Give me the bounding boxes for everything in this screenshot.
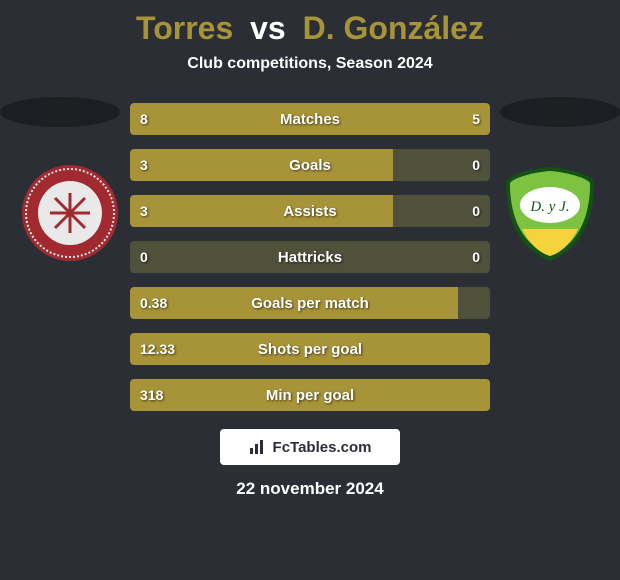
chart-icon [249, 438, 267, 456]
subtitle: Club competitions, Season 2024 [0, 55, 620, 73]
stat-row: 3Goals0 [130, 149, 490, 181]
stat-value-right: 0 [472, 195, 480, 227]
stat-row: 12.33Shots per goal [130, 333, 490, 365]
stat-row: 0.38Goals per match [130, 287, 490, 319]
svg-text:D. y J.: D. y J. [529, 199, 569, 215]
page-title: Torres vs D. González [0, 10, 620, 47]
shadow-ellipse-right [500, 97, 620, 127]
defensa-badge-icon: D. y J. [500, 163, 600, 263]
lanus-badge-icon [20, 163, 120, 263]
shadow-ellipse-left [0, 97, 120, 127]
stat-row: 8Matches5 [130, 103, 490, 135]
stat-row: 318Min per goal [130, 379, 490, 411]
stat-row: 3Assists0 [130, 195, 490, 227]
stat-label: Assists [130, 195, 490, 227]
stat-label: Min per goal [130, 379, 490, 411]
vs-text: vs [250, 10, 286, 46]
footer-date: 22 november 2024 [0, 479, 620, 499]
stat-value-right: 5 [472, 103, 480, 135]
stat-label: Goals per match [130, 287, 490, 319]
stats-bars: 8Matches53Goals03Assists00Hattricks00.38… [130, 103, 490, 411]
stat-value-right: 0 [472, 149, 480, 181]
lanus-badge [20, 163, 120, 263]
stat-label: Goals [130, 149, 490, 181]
footer-site: FcTables.com [273, 439, 372, 456]
stat-label: Shots per goal [130, 333, 490, 365]
stat-value-right: 0 [472, 241, 480, 273]
defensa-y-justicia-badge: D. y J. [500, 163, 600, 263]
player1-name: Torres [136, 10, 233, 46]
stat-row: 0Hattricks0 [130, 241, 490, 273]
fctables-logo: FcTables.com [220, 429, 400, 465]
infographic-container: Torres vs D. González Club competitions,… [0, 0, 620, 580]
player2-name: D. González [303, 10, 484, 46]
stat-label: Matches [130, 103, 490, 135]
stat-label: Hattricks [130, 241, 490, 273]
main-area: D. y J. 8Matches53Goals03Assists00Hattri… [0, 103, 620, 411]
